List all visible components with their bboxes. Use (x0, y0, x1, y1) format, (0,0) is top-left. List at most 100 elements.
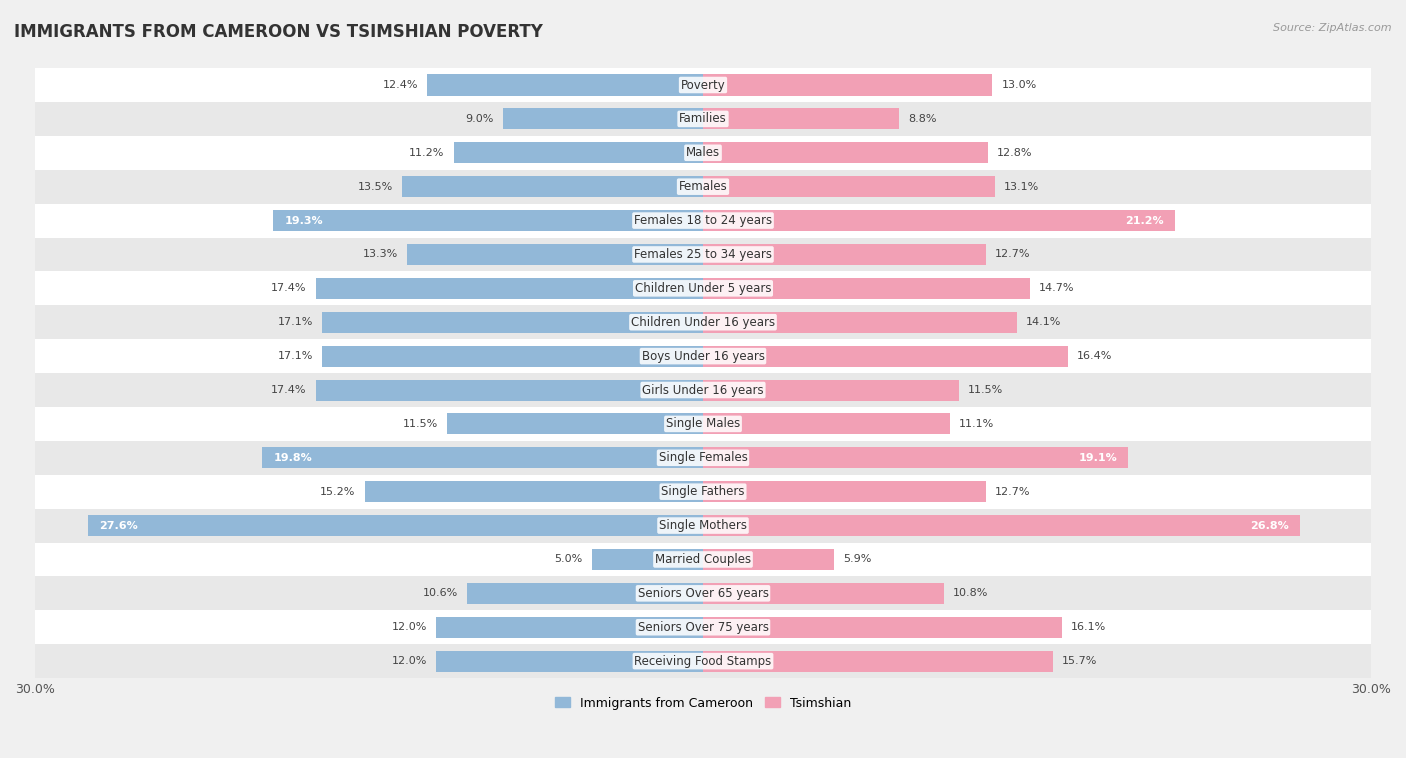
Text: 26.8%: 26.8% (1250, 521, 1289, 531)
Text: 12.7%: 12.7% (994, 487, 1031, 496)
Bar (35, 170, 1371, 204)
Text: Children Under 5 years: Children Under 5 years (634, 282, 772, 295)
Text: 16.1%: 16.1% (1070, 622, 1105, 632)
Bar (447, 413, 703, 434)
Bar (322, 346, 703, 367)
Bar (703, 176, 994, 197)
Text: 12.0%: 12.0% (391, 622, 427, 632)
Bar (35, 407, 1371, 441)
Bar (703, 380, 959, 400)
Bar (592, 549, 703, 570)
Legend: Immigrants from Cameroon, Tsimshian: Immigrants from Cameroon, Tsimshian (550, 691, 856, 715)
Text: Children Under 16 years: Children Under 16 years (631, 316, 775, 329)
Text: 17.1%: 17.1% (278, 351, 314, 361)
Text: 15.7%: 15.7% (1062, 656, 1097, 666)
Bar (322, 312, 703, 333)
Bar (35, 68, 1371, 102)
Text: Married Couples: Married Couples (655, 553, 751, 566)
Text: 19.1%: 19.1% (1078, 453, 1118, 463)
Bar (35, 339, 1371, 373)
Bar (703, 515, 1299, 536)
Text: IMMIGRANTS FROM CAMEROON VS TSIMSHIAN POVERTY: IMMIGRANTS FROM CAMEROON VS TSIMSHIAN PO… (14, 23, 543, 41)
Text: 13.5%: 13.5% (359, 182, 394, 192)
Bar (454, 143, 703, 163)
Bar (502, 108, 703, 130)
Bar (703, 210, 1175, 231)
Text: Females: Females (679, 180, 727, 193)
Bar (364, 481, 703, 503)
Text: 19.8%: 19.8% (273, 453, 312, 463)
Bar (35, 509, 1371, 543)
Text: 19.3%: 19.3% (284, 215, 323, 226)
Bar (315, 278, 703, 299)
Text: 16.4%: 16.4% (1077, 351, 1112, 361)
Bar (35, 102, 1371, 136)
Bar (402, 176, 703, 197)
Text: Single Females: Single Females (658, 451, 748, 465)
Text: Source: ZipAtlas.com: Source: ZipAtlas.com (1274, 23, 1392, 33)
Bar (703, 650, 1053, 672)
Text: Seniors Over 75 years: Seniors Over 75 years (637, 621, 769, 634)
Bar (703, 346, 1069, 367)
Text: Females 25 to 34 years: Females 25 to 34 years (634, 248, 772, 261)
Bar (467, 583, 703, 604)
Text: 5.9%: 5.9% (844, 554, 872, 565)
Bar (35, 610, 1371, 644)
Bar (35, 441, 1371, 475)
Text: 5.0%: 5.0% (554, 554, 582, 565)
Bar (89, 515, 703, 536)
Text: 11.1%: 11.1% (959, 419, 994, 429)
Bar (703, 108, 898, 130)
Bar (35, 305, 1371, 339)
Bar (427, 74, 703, 96)
Text: Girls Under 16 years: Girls Under 16 years (643, 384, 763, 396)
Bar (262, 447, 703, 468)
Text: 13.0%: 13.0% (1001, 80, 1036, 90)
Bar (315, 380, 703, 400)
Text: 11.5%: 11.5% (967, 385, 1004, 395)
Text: 27.6%: 27.6% (100, 521, 138, 531)
Text: Boys Under 16 years: Boys Under 16 years (641, 349, 765, 362)
Bar (436, 650, 703, 672)
Text: 12.8%: 12.8% (997, 148, 1032, 158)
Text: Single Males: Single Males (666, 418, 740, 431)
Bar (703, 74, 993, 96)
Text: 10.8%: 10.8% (952, 588, 988, 598)
Bar (35, 373, 1371, 407)
Bar (703, 583, 943, 604)
Text: Receiving Food Stamps: Receiving Food Stamps (634, 655, 772, 668)
Bar (703, 244, 986, 265)
Text: 15.2%: 15.2% (321, 487, 356, 496)
Bar (35, 136, 1371, 170)
Text: Females 18 to 24 years: Females 18 to 24 years (634, 214, 772, 227)
Text: 8.8%: 8.8% (908, 114, 936, 124)
Text: 12.0%: 12.0% (391, 656, 427, 666)
Bar (35, 204, 1371, 237)
Bar (35, 475, 1371, 509)
Text: 13.1%: 13.1% (1004, 182, 1039, 192)
Bar (703, 312, 1017, 333)
Text: 17.4%: 17.4% (271, 385, 307, 395)
Bar (703, 447, 1129, 468)
Bar (273, 210, 703, 231)
Text: 11.2%: 11.2% (409, 148, 444, 158)
Bar (703, 413, 950, 434)
Bar (703, 143, 988, 163)
Text: 12.4%: 12.4% (382, 80, 418, 90)
Bar (406, 244, 703, 265)
Bar (35, 237, 1371, 271)
Bar (436, 617, 703, 637)
Text: Families: Families (679, 112, 727, 125)
Text: Males: Males (686, 146, 720, 159)
Bar (703, 617, 1062, 637)
Text: 13.3%: 13.3% (363, 249, 398, 259)
Bar (35, 543, 1371, 576)
Text: 10.6%: 10.6% (423, 588, 458, 598)
Text: Seniors Over 65 years: Seniors Over 65 years (637, 587, 769, 600)
Text: 11.5%: 11.5% (402, 419, 439, 429)
Text: Single Fathers: Single Fathers (661, 485, 745, 498)
Text: 9.0%: 9.0% (465, 114, 494, 124)
Text: 12.7%: 12.7% (994, 249, 1031, 259)
Text: 14.7%: 14.7% (1039, 283, 1074, 293)
Bar (35, 576, 1371, 610)
